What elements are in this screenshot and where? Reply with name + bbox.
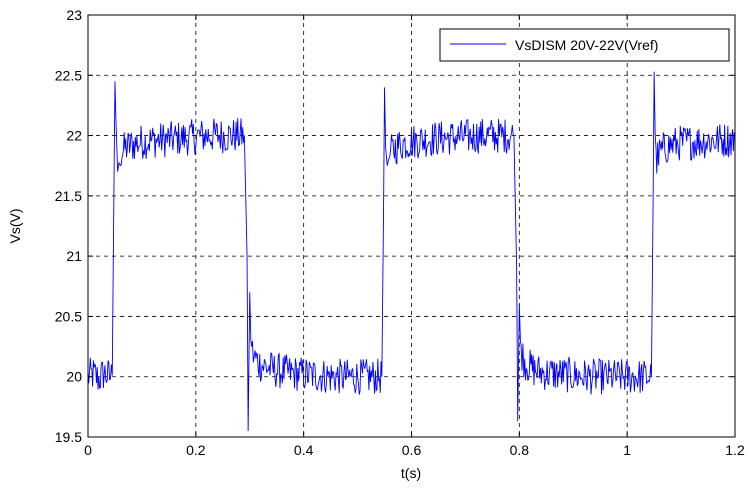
x-tick-label: 0.2 xyxy=(186,442,206,458)
x-tick-label: 0.8 xyxy=(510,442,530,458)
y-tick-label: 23 xyxy=(66,7,82,23)
legend: VsDISM 20V-22V(Vref) xyxy=(439,28,730,62)
y-tick-label: 20 xyxy=(66,369,82,385)
y-tick-label: 19.5 xyxy=(55,429,82,445)
x-tick-label: 0 xyxy=(84,442,92,458)
x-tick-label: 1.2 xyxy=(725,442,745,458)
grid-lines xyxy=(88,15,735,437)
ticks-group: 0 0.2 0.4 0.6 0.8 1 1.2 19.5 20 20.5 21 21.5 22 22.5 2… xyxy=(55,7,745,458)
legend-box xyxy=(439,28,730,62)
x-tick-label: 1 xyxy=(623,442,631,458)
legend-label: VsDISM 20V-22V(Vref) xyxy=(515,37,658,53)
y-axis-label: Vs(V) xyxy=(7,209,23,244)
y-tick-label: 21 xyxy=(66,248,82,264)
series-line-vsdism xyxy=(87,71,736,431)
y-tick-label: 22 xyxy=(66,128,82,144)
x-axis-label: t(s) xyxy=(401,465,421,481)
y-tick-label: 22.5 xyxy=(55,67,82,83)
x-tick-label: 0.6 xyxy=(402,442,422,458)
series-group xyxy=(87,71,736,431)
x-tick-label: 0.4 xyxy=(294,442,314,458)
y-tick-label: 20.5 xyxy=(55,308,82,324)
y-tick-label: 21.5 xyxy=(55,188,82,204)
